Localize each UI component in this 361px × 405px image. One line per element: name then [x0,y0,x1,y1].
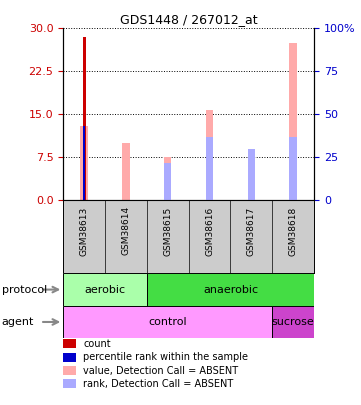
Bar [290,137,297,200]
Bar [206,110,213,200]
Bar [290,43,297,200]
Text: GSM38614: GSM38614 [121,206,130,256]
Text: agent: agent [2,317,34,327]
Text: GSM38618: GSM38618 [289,206,298,256]
Bar [164,163,171,200]
Text: percentile rank within the sample: percentile rank within the sample [83,352,248,362]
Text: GSM38613: GSM38613 [79,206,88,256]
Bar [63,306,272,338]
Text: aerobic: aerobic [84,285,126,294]
Text: count: count [83,339,111,349]
Text: GSM38617: GSM38617 [247,206,256,256]
Bar [83,126,85,200]
Title: GDS1448 / 267012_at: GDS1448 / 267012_at [120,13,257,26]
Text: GSM38615: GSM38615 [163,206,172,256]
Text: protocol: protocol [2,285,47,294]
Bar [147,273,314,306]
Text: control: control [148,317,187,327]
Bar [206,137,213,200]
Text: value, Detection Call = ABSENT: value, Detection Call = ABSENT [83,366,238,375]
Bar [80,126,88,200]
Bar [83,37,86,200]
Bar [248,149,255,200]
Text: rank, Detection Call = ABSENT: rank, Detection Call = ABSENT [83,379,233,389]
Text: sucrose: sucrose [272,317,314,327]
Bar [122,143,130,200]
Text: GSM38616: GSM38616 [205,206,214,256]
Bar [248,149,255,200]
Bar [63,273,147,306]
Text: anaerobic: anaerobic [203,285,258,294]
Bar [272,306,314,338]
Bar [164,158,171,200]
